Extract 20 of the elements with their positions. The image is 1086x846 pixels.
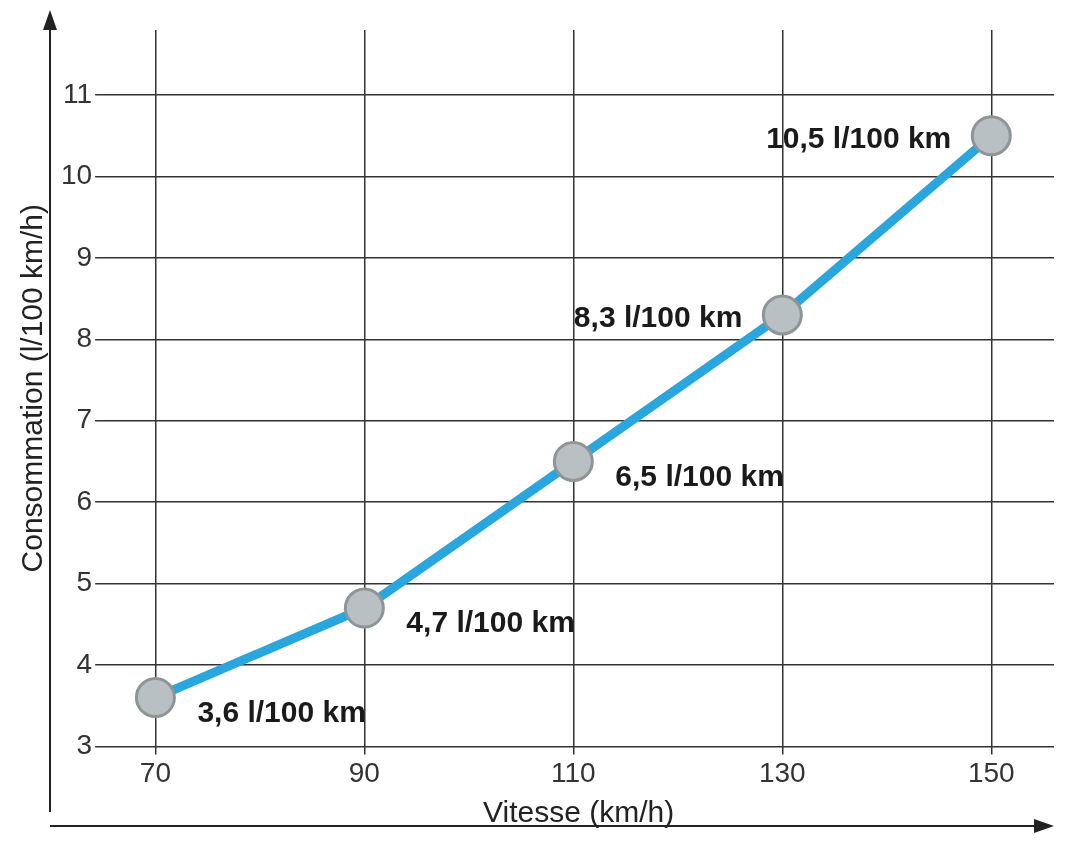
y-tick-label: 3 <box>76 729 93 761</box>
y-tick-label: 4 <box>76 647 93 679</box>
y-tick-label: 8 <box>76 322 93 354</box>
x-tick-label: 70 <box>139 756 171 788</box>
x-axis-title: Vitesse (km/h) <box>482 795 675 829</box>
y-tick-label: 11 <box>63 77 93 109</box>
x-tick-label: 130 <box>758 756 806 788</box>
x-tick-label: 90 <box>348 756 380 788</box>
y-tick-label: 9 <box>76 240 93 272</box>
x-tick-label: 110 <box>551 756 596 788</box>
data-label: 3,6 l/100 km <box>197 694 366 728</box>
x-tick-label: 150 <box>967 756 1015 788</box>
y-tick-label: 10 <box>60 159 93 191</box>
y-tick-label: 7 <box>76 403 93 435</box>
data-label: 4,7 l/100 km <box>406 605 575 639</box>
data-label: 8,3 l/100 km <box>573 300 743 334</box>
y-tick-label: 5 <box>76 566 93 598</box>
data-label: 6,5 l/100 km <box>615 458 784 492</box>
y-tick-label: 6 <box>76 484 93 516</box>
y-axis-title: Consommation (l/100 km/h) <box>15 203 49 573</box>
